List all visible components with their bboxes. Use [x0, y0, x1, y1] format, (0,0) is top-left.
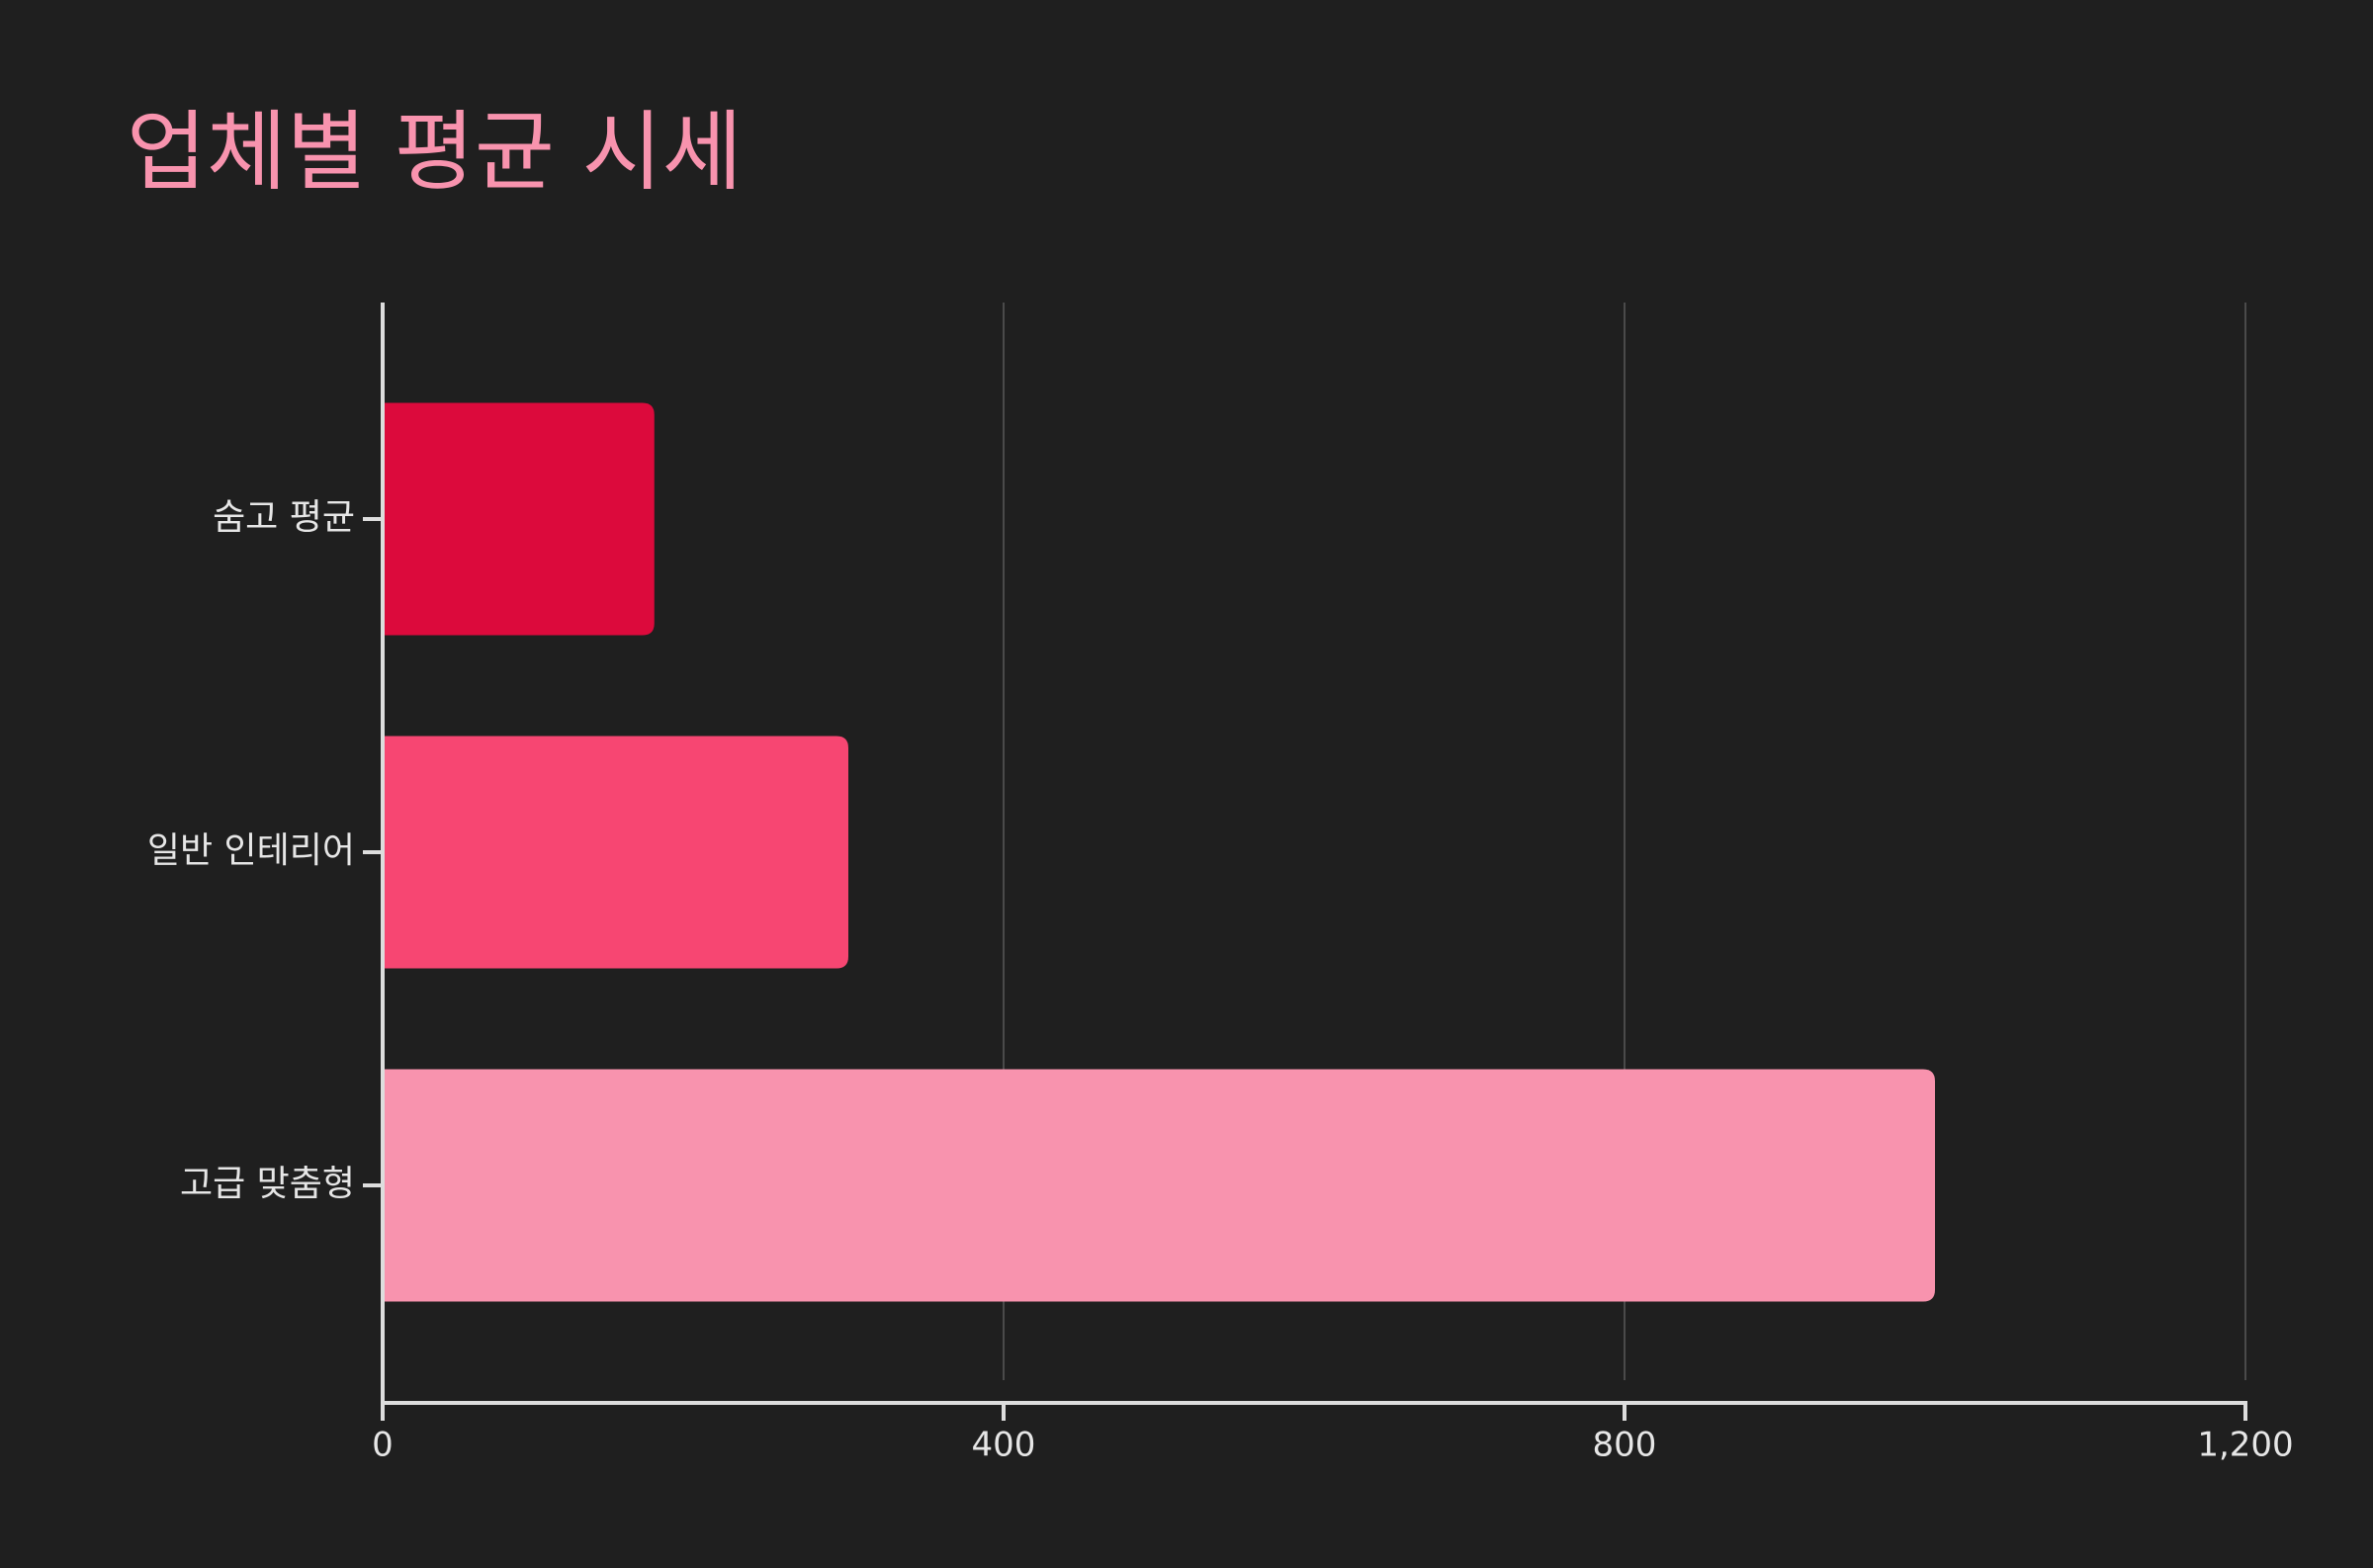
y-tick-label: 고급 맞춤형 — [180, 1164, 355, 1204]
y-tick-label: 숨고 평균 — [213, 497, 355, 538]
chart-title: 업체별 평균 시세 — [127, 101, 743, 203]
bar — [383, 736, 848, 969]
x-tick-label: 400 — [972, 1426, 1036, 1465]
bar — [383, 402, 655, 636]
y-tick-label: 일반 인테리어 — [147, 830, 355, 871]
bar — [383, 1069, 1935, 1302]
x-tick-label: 1,200 — [2197, 1426, 2293, 1465]
x-tick-label: 0 — [372, 1426, 394, 1465]
x-tick-label: 800 — [1593, 1426, 1657, 1465]
